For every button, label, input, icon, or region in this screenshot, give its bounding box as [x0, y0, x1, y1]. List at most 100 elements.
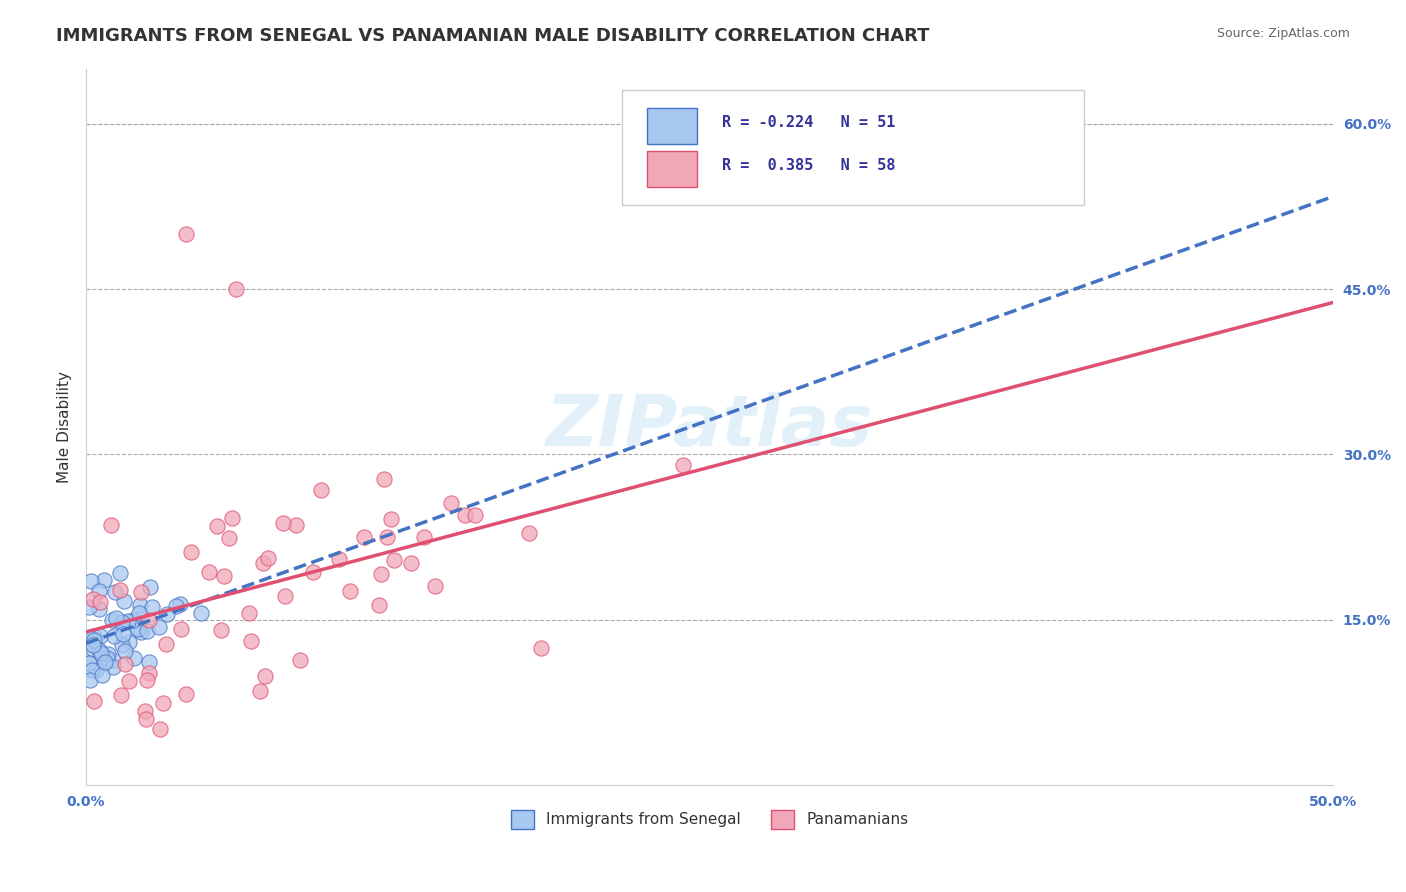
Point	[77, 656, 100, 670]
Point	[129, 625, 152, 640]
Point	[380, 512, 402, 526]
Point	[90, 646, 112, 660]
Point	[328, 552, 350, 566]
Text: R =  0.385   N = 58: R = 0.385 N = 58	[721, 158, 896, 173]
Point	[672, 458, 695, 472]
Point	[104, 585, 127, 599]
Point	[440, 496, 463, 510]
Point	[138, 666, 160, 681]
Point	[122, 650, 145, 665]
Point	[89, 595, 111, 609]
Point	[170, 622, 193, 636]
Text: R = -0.224   N = 51: R = -0.224 N = 51	[721, 115, 896, 129]
Point	[83, 694, 105, 708]
Point	[302, 565, 325, 579]
Point	[353, 530, 375, 544]
Point	[156, 607, 179, 622]
Point	[111, 615, 134, 630]
Point	[284, 517, 307, 532]
Text: IMMIGRANTS FROM SENEGAL VS PANAMANIAN MALE DISABILITY CORRELATION CHART: IMMIGRANTS FROM SENEGAL VS PANAMANIAN MA…	[56, 27, 929, 45]
Point	[271, 516, 294, 531]
Point	[134, 704, 156, 718]
Point	[174, 686, 197, 700]
Point	[93, 573, 115, 587]
Point	[141, 600, 163, 615]
Point	[118, 635, 141, 649]
Point	[174, 227, 197, 241]
Point	[110, 638, 132, 652]
Point	[530, 640, 553, 655]
Point	[103, 629, 125, 643]
Point	[155, 637, 177, 651]
Point	[89, 584, 111, 599]
Point	[190, 606, 212, 620]
Point	[91, 667, 114, 681]
Point	[249, 684, 271, 698]
Point	[149, 722, 172, 736]
Point	[83, 633, 105, 648]
Point	[148, 620, 170, 634]
Point	[382, 553, 405, 567]
Point	[517, 526, 540, 541]
Point	[152, 696, 174, 710]
Text: ZIPatlas: ZIPatlas	[546, 392, 873, 461]
Point	[110, 688, 132, 702]
Point	[101, 660, 124, 674]
Point	[169, 597, 191, 611]
Point	[135, 712, 157, 726]
Point	[112, 594, 135, 608]
Point	[82, 638, 104, 652]
Text: Source: ZipAtlas.com: Source: ZipAtlas.com	[1216, 27, 1350, 40]
Point	[221, 510, 243, 524]
Point	[274, 589, 297, 603]
FancyBboxPatch shape	[647, 151, 697, 186]
Point	[412, 530, 434, 544]
Point	[77, 656, 100, 670]
Point	[238, 607, 260, 621]
Point	[254, 669, 277, 683]
Point	[454, 508, 477, 523]
Point	[138, 613, 160, 627]
Point	[104, 611, 127, 625]
Point	[128, 606, 150, 620]
Point	[139, 580, 162, 594]
Point	[82, 591, 104, 606]
FancyBboxPatch shape	[647, 108, 697, 144]
Point	[79, 630, 101, 644]
Point	[136, 624, 159, 638]
Point	[83, 629, 105, 643]
Point	[212, 569, 235, 583]
Point	[117, 614, 139, 628]
Point	[373, 472, 395, 486]
Y-axis label: Male Disability: Male Disability	[58, 371, 72, 483]
Point	[288, 653, 311, 667]
Point	[165, 599, 187, 613]
Point	[464, 508, 486, 522]
Point	[79, 574, 101, 589]
Point	[87, 602, 110, 616]
Point	[129, 585, 152, 599]
Point	[239, 634, 262, 648]
Point	[375, 530, 398, 544]
Point	[399, 556, 422, 570]
Point	[180, 545, 202, 559]
Point	[84, 663, 107, 677]
Legend: Immigrants from Senegal, Panamanians: Immigrants from Senegal, Panamanians	[505, 804, 914, 835]
Point	[127, 623, 149, 637]
Point	[136, 673, 159, 687]
Point	[423, 579, 446, 593]
Point	[122, 613, 145, 627]
Point	[96, 650, 118, 665]
Point	[110, 566, 132, 580]
Point	[370, 567, 392, 582]
Point	[101, 613, 124, 627]
Point	[198, 565, 221, 579]
Point	[97, 647, 120, 661]
Point	[100, 517, 122, 532]
Point	[128, 598, 150, 612]
Point	[257, 551, 280, 566]
Point	[111, 627, 134, 641]
FancyBboxPatch shape	[623, 90, 1084, 204]
Point	[114, 657, 136, 671]
Point	[89, 629, 111, 643]
